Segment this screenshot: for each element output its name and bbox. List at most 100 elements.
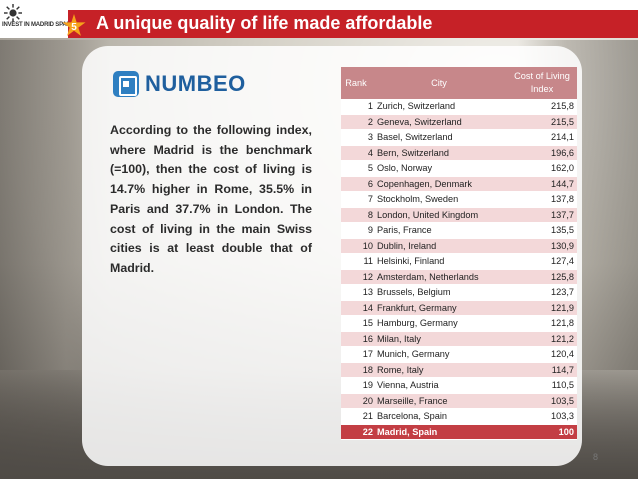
rank-cell: 6 <box>367 178 373 189</box>
city-cell: Marseille, France <box>377 395 448 406</box>
table-row: 22 Madrid, Spain 100 <box>341 424 577 440</box>
table-row: 7 Stockholm, Sweden 137,8 <box>341 192 577 208</box>
table-row: 20 Marseille, France 103,5 <box>341 393 577 409</box>
city-cell: Barcelona, Spain <box>377 411 447 422</box>
rank-cell: 12 <box>362 271 373 282</box>
table-row: 21 Barcelona, Spain 103,3 <box>341 409 577 425</box>
index-cell: 137,8 <box>551 194 574 205</box>
header-rank: Rank <box>345 77 367 88</box>
rank-cell: 18 <box>362 364 373 375</box>
header: INVEST IN MADRID SPAIN 5 A unique qualit… <box>0 0 638 38</box>
table-row: 19 Vienna, Austria 110,5 <box>341 378 577 394</box>
index-cell: 103,3 <box>551 411 574 422</box>
table-row: 14 Frankfurt, Germany 121,9 <box>341 300 577 316</box>
rank-cell: 15 <box>362 318 373 329</box>
rank-cell: 3 <box>367 132 373 143</box>
city-cell: Munich, Germany <box>377 349 450 360</box>
index-cell: 121,2 <box>551 333 574 344</box>
page-number: 8 <box>593 452 599 462</box>
table-row: 3 Basel, Switzerland 214,1 <box>341 130 577 146</box>
numbeo-logo-text: NUMBEO <box>145 71 246 96</box>
table-row: 13 Brussels, Belgium 123,7 <box>341 285 577 301</box>
sun-star-icon <box>4 4 22 22</box>
city-cell: Brussels, Belgium <box>377 287 451 298</box>
city-cell: Hamburg, Germany <box>377 318 458 329</box>
numbeo-logo-icon <box>113 71 139 97</box>
city-cell: Frankfurt, Germany <box>377 302 457 313</box>
index-cell: 110,5 <box>551 380 574 391</box>
rank-cell: 1 <box>367 101 373 112</box>
city-cell: Milan, Italy <box>377 333 421 344</box>
table-row: 10 Dublin, Ireland 130,9 <box>341 238 577 254</box>
rank-cell: 7 <box>367 194 373 205</box>
logo-text: INVEST IN MADRID SPAIN <box>2 22 73 28</box>
city-cell: London, United Kingdom <box>377 209 479 220</box>
index-cell: 123,7 <box>551 287 574 298</box>
header-index: Cost of Living Index <box>514 71 570 94</box>
table-row: 11 Helsinki, Finland 127,4 <box>341 254 577 270</box>
rank-cell: 20 <box>362 395 373 406</box>
index-cell: 196,6 <box>551 147 574 158</box>
rank-cell: 13 <box>362 287 373 298</box>
rank-cell: 4 <box>367 147 373 158</box>
index-cell: 121,9 <box>551 302 574 313</box>
rank-cell: 21 <box>362 411 373 422</box>
rank-cell: 16 <box>362 333 373 344</box>
table-row: 2 Geneva, Switzerland 215,5 <box>341 114 577 130</box>
city-cell: Basel, Switzerland <box>377 132 453 143</box>
city-cell: Madrid, Spain <box>377 426 438 437</box>
page-title: A unique quality of life made affordable <box>96 13 433 33</box>
table-header: Rank City Cost of Living Index <box>341 67 577 99</box>
rank-cell: 14 <box>362 302 373 313</box>
rank-cell: 22 <box>362 426 373 437</box>
city-cell: Amsterdam, Netherlands <box>377 271 479 282</box>
title-bar <box>68 10 638 38</box>
city-cell: Zurich, Switzerland <box>377 101 456 112</box>
rank-cell: 11 <box>363 256 373 267</box>
badge-number: 5 <box>71 22 77 33</box>
rank-cell: 8 <box>367 209 373 220</box>
invest-in-madrid-logo: INVEST IN MADRID SPAIN <box>0 0 72 38</box>
index-cell: 214,1 <box>551 132 574 143</box>
rank-cell: 2 <box>367 116 373 127</box>
table-row: 5 Oslo, Norway 162,0 <box>341 161 577 177</box>
index-cell: 114,7 <box>551 364 574 375</box>
rank-cell: 9 <box>367 225 373 236</box>
header-city: City <box>431 77 447 88</box>
city-cell: Rome, Italy <box>377 364 424 375</box>
rank-cell: 10 <box>362 240 373 251</box>
index-cell: 127,4 <box>551 256 574 267</box>
index-cell: 137,7 <box>551 209 574 220</box>
index-cell: 215,8 <box>551 101 574 112</box>
table-row: 9 Paris, France 135,5 <box>341 223 577 239</box>
table-row: 4 Bern, Switzerland 196,6 <box>341 145 577 161</box>
rank-cell: 17 <box>362 349 373 360</box>
city-cell: Paris, France <box>377 225 432 236</box>
index-cell: 144,7 <box>551 178 574 189</box>
description-paragraph: According to the following index, where … <box>110 123 312 275</box>
table-row: 8 London, United Kingdom 137,7 <box>341 207 577 223</box>
city-cell: Geneva, Switzerland <box>377 116 462 127</box>
table-row: 12 Amsterdam, Netherlands 125,8 <box>341 269 577 285</box>
city-cell: Vienna, Austria <box>377 380 439 391</box>
table-row: 16 Milan, Italy 121,2 <box>341 331 577 347</box>
numbeo-logo: NUMBEO <box>113 69 255 99</box>
index-cell: 121,8 <box>551 318 574 329</box>
table-row: 17 Munich, Germany 120,4 <box>341 347 577 363</box>
index-cell: 120,4 <box>551 349 574 360</box>
city-cell: Stockholm, Sweden <box>377 194 459 205</box>
table-row: 1 Zurich, Switzerland 215,8 <box>341 99 577 115</box>
index-cell: 135,5 <box>551 225 574 236</box>
index-cell: 100 <box>558 426 574 437</box>
city-cell: Oslo, Norway <box>377 163 433 174</box>
rank-cell: 5 <box>367 163 373 174</box>
index-cell: 130,9 <box>551 240 574 251</box>
index-cell: 162,0 <box>551 163 574 174</box>
index-cell: 125,8 <box>551 271 574 282</box>
index-cell: 103,5 <box>551 395 574 406</box>
cost-of-living-table: Rank City Cost of Living Index 1 Zurich, … <box>341 67 577 440</box>
table-row: 6 Copenhagen, Denmark 144,7 <box>341 176 577 192</box>
table-row: 15 Hamburg, Germany 121,8 <box>341 316 577 332</box>
index-cell: 215,5 <box>551 116 574 127</box>
city-cell: Copenhagen, Denmark <box>377 178 472 189</box>
